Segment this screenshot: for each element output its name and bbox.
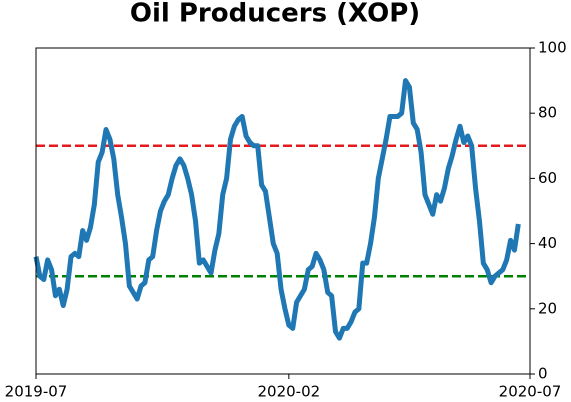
y-tick-label: 100 bbox=[538, 39, 567, 57]
y-tick-label: 80 bbox=[538, 104, 557, 122]
line bbox=[33, 78, 521, 341]
y-tick-label: 20 bbox=[538, 299, 557, 317]
x-tick-label: 2020-02 bbox=[257, 383, 320, 401]
x-tick-label: 2020-07 bbox=[499, 383, 562, 401]
y-tick-label: 60 bbox=[538, 169, 557, 187]
y-tick-label: 0 bbox=[538, 365, 548, 383]
plot-frame bbox=[35, 47, 531, 375]
x-tick-label: 2019-07 bbox=[5, 383, 68, 401]
chart-title: Oil Producers (XOP) bbox=[130, 0, 420, 29]
y-tick-label: 40 bbox=[538, 234, 557, 252]
